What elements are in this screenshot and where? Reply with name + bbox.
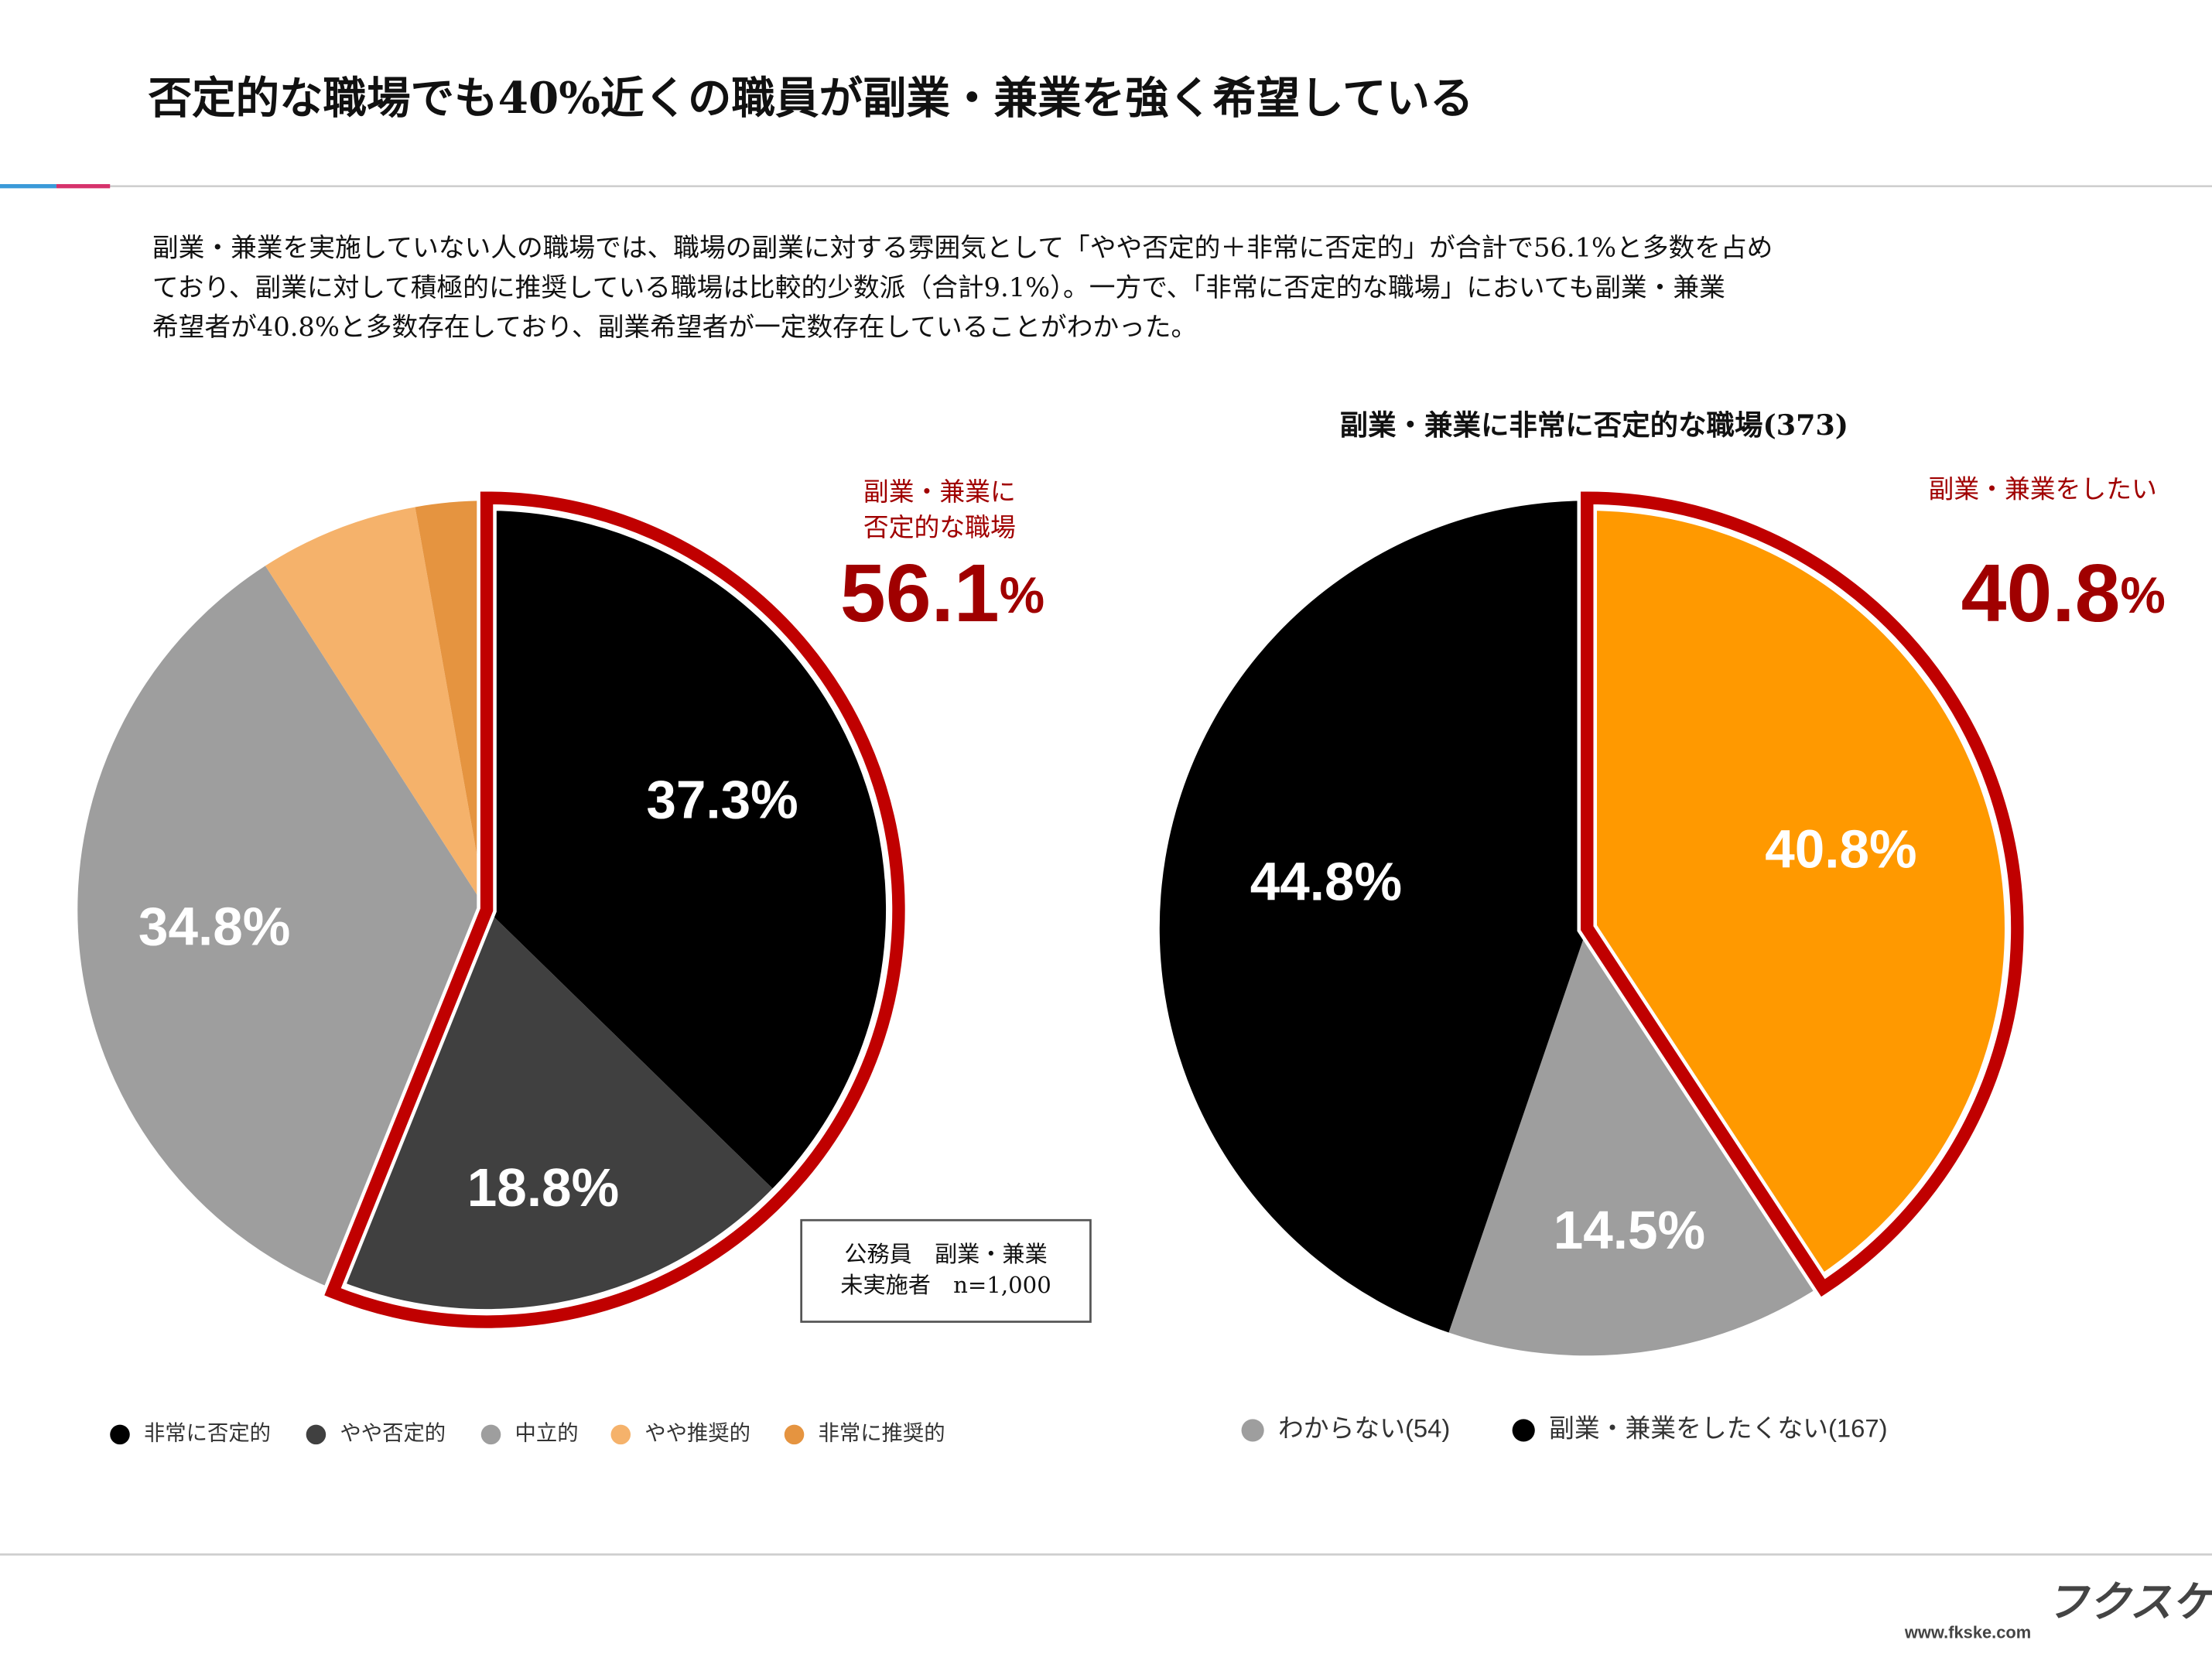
legend-label: やや推奨的 <box>644 1421 750 1445</box>
legend-label: 非常に否定的 <box>144 1421 271 1445</box>
legend-swatch <box>110 1424 130 1445</box>
highlight-unit: % <box>2120 567 2165 624</box>
slice-label: 44.8% <box>1250 851 1402 911</box>
title: 否定的な職場でも40%近くの職員が副業・兼業を強く希望している <box>148 73 1473 124</box>
pie-slice <box>1448 928 1822 1356</box>
pie-slice <box>1159 501 1588 1333</box>
legend-label: 非常に推奨的 <box>819 1421 945 1445</box>
highlight-value: 56.1% <box>840 548 1044 639</box>
legend-swatch <box>1241 1419 1264 1442</box>
highlight-outline <box>324 491 905 1328</box>
highlight-number: 40.8 <box>1961 548 2121 639</box>
highlight-label: 否定的な職場 <box>863 513 1016 542</box>
slice-label: 37.3% <box>646 770 798 830</box>
brand-logo: フクスケ <box>2046 1577 2212 1625</box>
pie-slice <box>333 910 780 1319</box>
description-line: 副業・兼業を実施していない人の職場では、職場の副業に対する雰囲気として「やや否定… <box>152 233 1773 263</box>
legend-swatch <box>1512 1419 1535 1442</box>
note-line: 公務員 副業・兼業 <box>844 1241 1047 1267</box>
description-line: ており、副業に対して積極的に推奨している職場は比較的少数派（合計9.1%）。一方… <box>152 272 1725 302</box>
slice-label: 18.8% <box>467 1157 619 1218</box>
footer-url: www.fkske.com <box>1904 1622 2031 1642</box>
pie-slice <box>487 501 896 1196</box>
legend-label: わからない(54) <box>1278 1414 1450 1443</box>
pie-slice <box>77 566 487 1290</box>
legend-label: やや否定的 <box>340 1421 446 1445</box>
note-line: 未実施者 n=1,000 <box>840 1272 1051 1298</box>
description-line: 希望者が40.8%と多数存在しており、副業希望者が一定数存在していることがわかっ… <box>152 312 1197 342</box>
pie-slice <box>415 501 487 911</box>
legend-swatch <box>480 1424 501 1445</box>
highlight-label: 副業・兼業をしたい <box>1929 475 2157 504</box>
legend-label: 副業・兼業をしたくない(167) <box>1549 1414 1888 1443</box>
highlight-outline <box>1581 491 2024 1297</box>
pie-slice <box>265 507 487 911</box>
highlight-label: 副業・兼業に <box>863 477 1016 507</box>
legend-label: 中立的 <box>515 1421 579 1445</box>
chart-title: 副業・兼業に非常に否定的な職場(373) <box>1340 408 1848 442</box>
legend-swatch <box>610 1424 631 1445</box>
legend-swatch <box>306 1424 327 1445</box>
slice-label: 34.8% <box>138 897 290 957</box>
slice-label: 14.5% <box>1554 1200 1705 1260</box>
legend-swatch <box>784 1424 805 1445</box>
highlight-value: 40.8% <box>1961 548 2166 639</box>
note-box <box>800 1218 1092 1323</box>
highlight-number: 56.1 <box>840 548 1000 639</box>
slice-label: 40.8% <box>1765 818 1916 879</box>
highlight-unit: % <box>1000 567 1044 624</box>
